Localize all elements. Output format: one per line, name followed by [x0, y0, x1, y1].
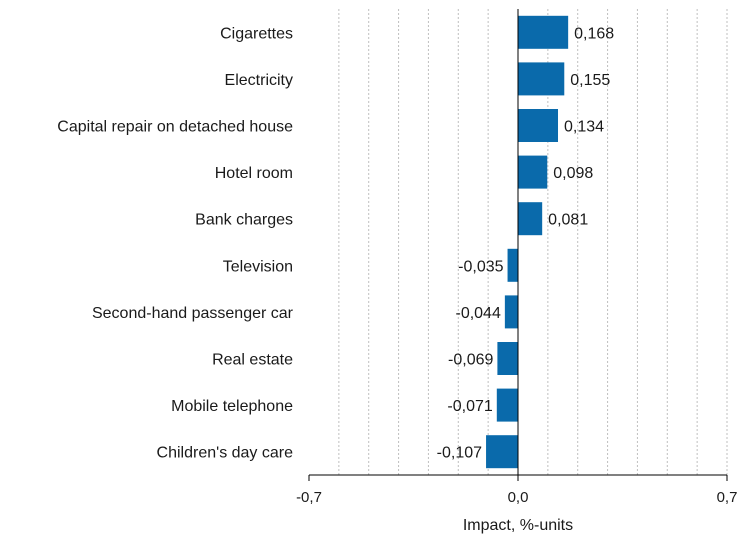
- value-label: 0,168: [574, 25, 614, 42]
- x-tick-label: -0,7: [296, 489, 322, 506]
- bar: [518, 62, 565, 96]
- bar: [518, 109, 559, 142]
- value-label: 0,081: [548, 212, 588, 229]
- category-label: Bank charges: [195, 212, 293, 229]
- category-label: Real estate: [212, 352, 293, 369]
- value-labels: 0,168 0,155 0,134 0,098 0,081 -0,035 -0,044 -0,…: [437, 25, 615, 461]
- category-label: Hotel room: [215, 165, 293, 182]
- gridlines: [338, 9, 728, 475]
- category-label: Cigarettes: [220, 25, 293, 42]
- bar: [507, 248, 518, 282]
- bar: [486, 435, 518, 469]
- value-label: 0,098: [553, 165, 593, 182]
- value-label: -0,035: [458, 258, 503, 275]
- category-label: Capital repair on detached house: [57, 119, 293, 136]
- value-label: -0,044: [455, 305, 500, 322]
- x-axis-title: Impact, %-units: [463, 517, 573, 534]
- category-label: Electricity: [225, 72, 293, 89]
- category-label: Mobile telephone: [171, 398, 293, 415]
- bar: [497, 342, 518, 375]
- x-tick-label: 0,0: [508, 489, 529, 506]
- category-label: Television: [223, 258, 293, 275]
- value-label: 0,155: [570, 72, 610, 89]
- axes: [308, 9, 728, 481]
- value-label: -0,071: [447, 398, 492, 415]
- x-tick-label: 0,7: [717, 489, 738, 506]
- bar: [504, 295, 518, 329]
- category-label: Second-hand passenger car: [92, 305, 294, 322]
- category-labels: Cigarettes Electricity Capital repair on d…: [57, 25, 293, 461]
- bar: [496, 388, 518, 422]
- value-label: 0,134: [564, 119, 604, 136]
- bars: [486, 15, 569, 469]
- value-label: -0,069: [448, 352, 493, 369]
- bar: [518, 15, 569, 49]
- category-label: Children's day care: [157, 445, 294, 462]
- x-tick-labels: -0,7 0,0 0,7: [296, 489, 737, 506]
- bar: [518, 155, 548, 189]
- value-label: -0,107: [437, 445, 482, 462]
- bar: [518, 202, 543, 236]
